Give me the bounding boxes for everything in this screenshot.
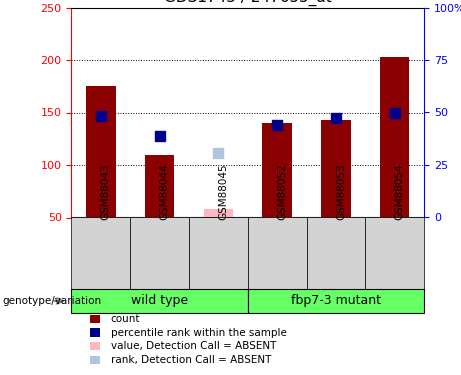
Point [156,133,163,139]
Text: GSM88045: GSM88045 [219,163,228,220]
Text: count: count [111,314,140,324]
Bar [189,217,248,289]
Text: percentile rank within the sample: percentile rank within the sample [111,327,287,338]
Bar [86,86,116,218]
Text: wild type: wild type [131,294,188,307]
Bar [130,217,189,289]
Text: GSM88053: GSM88053 [336,163,346,220]
Bar [145,154,174,218]
Bar [380,57,409,217]
Text: genotype/variation: genotype/variation [2,296,101,306]
Bar [71,289,248,313]
Bar [71,217,130,289]
Text: GSM88054: GSM88054 [395,163,405,220]
Text: GSM88043: GSM88043 [101,163,111,220]
Bar [321,120,351,218]
Text: rank, Detection Call = ABSENT: rank, Detection Call = ABSENT [111,355,271,365]
Point [97,112,105,118]
Bar [248,217,307,289]
Point [391,110,398,116]
Text: fbp7-3 mutant: fbp7-3 mutant [291,294,381,307]
Bar [307,217,366,289]
Title: GDS1743 / 247655_at: GDS1743 / 247655_at [164,0,331,6]
Bar [365,217,424,289]
Bar [262,123,292,218]
Bar [204,209,233,218]
Point [215,150,222,156]
Point [273,122,281,128]
Text: GSM88052: GSM88052 [277,163,287,220]
Text: value, Detection Call = ABSENT: value, Detection Call = ABSENT [111,341,276,351]
Bar [248,289,424,313]
Point [332,115,340,121]
Text: GSM88044: GSM88044 [160,163,170,220]
